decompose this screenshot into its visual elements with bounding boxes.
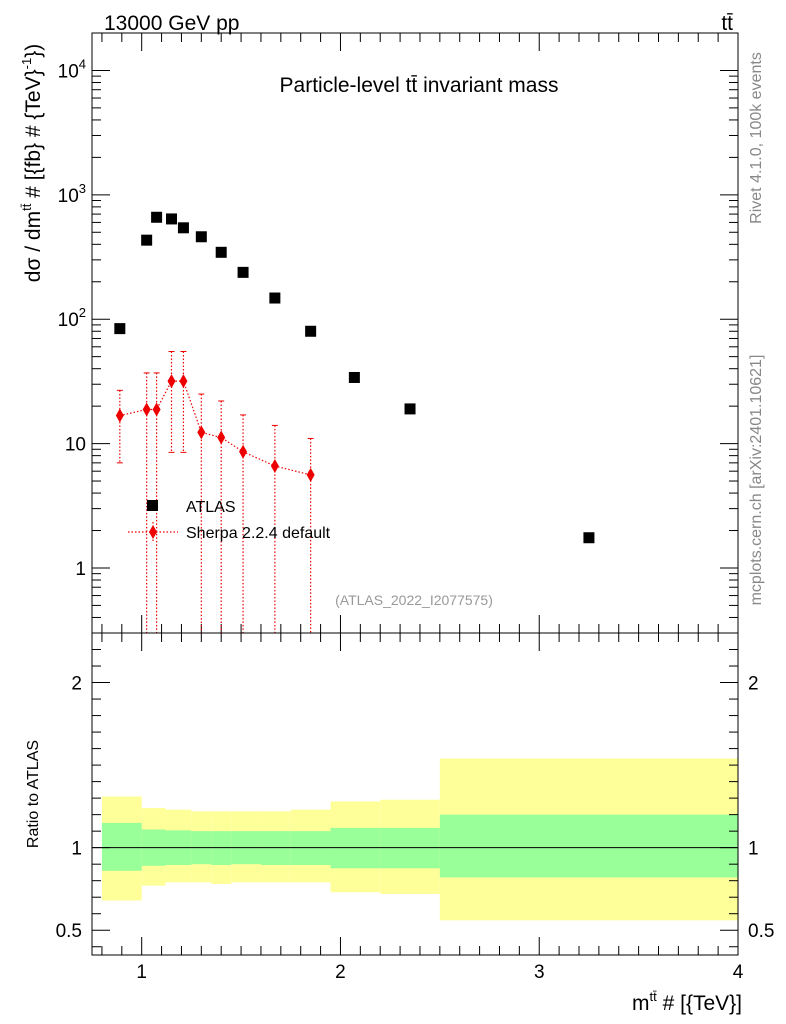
main-y-axis-label-sup-exp: -1 xyxy=(19,58,34,70)
sherpa-point xyxy=(239,444,248,459)
main-y-axis-label-rest: # [{fb} # {TeV} xyxy=(22,69,45,203)
ratio-band-stat-bin xyxy=(101,822,142,871)
atlas-point xyxy=(114,323,126,335)
legend-atlas-marker xyxy=(147,500,158,511)
legend-atlas-label: ATLAS xyxy=(186,499,236,516)
sherpa-point xyxy=(306,467,315,482)
main-series xyxy=(114,211,595,633)
ratio-x-ticks: 1 2 3 4 xyxy=(101,633,744,983)
atlas-point xyxy=(583,532,595,544)
ratio-bands xyxy=(101,758,738,921)
ratio-x-tick-label: 2 xyxy=(335,962,346,983)
ratio-y-ticks: 0.5 0.5 1 1 2 2 xyxy=(56,649,774,948)
ratio-x-tick-label: 4 xyxy=(733,962,744,983)
main-y-ticks: 1 10 102 103 104 xyxy=(58,32,738,634)
atlas-point xyxy=(215,246,227,258)
atlas-point xyxy=(195,231,207,243)
atlas-point xyxy=(177,222,189,234)
ratio-plot: 0.5 0.5 1 1 2 2 1 2 3 4 Ratio to ATLAS mtt̄ # [{… xyxy=(25,632,774,1015)
sherpa-point xyxy=(167,374,176,389)
sherpa-point xyxy=(152,402,161,417)
x-axis-label-main: m xyxy=(632,992,650,1015)
ratio-x-tick-label: 3 xyxy=(534,962,545,983)
sherpa-line xyxy=(119,380,311,476)
main-y-axis-label: dσ / dmtt̄ # [{fb} # {TeV}-1}) xyxy=(19,44,45,282)
ratio-y-tick-label: 2 xyxy=(71,674,82,695)
atlas-point xyxy=(166,213,178,225)
sherpa-point xyxy=(179,374,188,389)
main-y-tick-label: 10 xyxy=(65,435,86,456)
main-y-axis-label-bracket: } xyxy=(22,51,45,58)
atlas-point xyxy=(237,266,249,278)
x-axis-label-sup: tt̄ xyxy=(650,989,658,1004)
ratio-y-axis-label: Ratio to ATLAS xyxy=(25,740,42,848)
x-axis-label-rest: # [{TeV}] xyxy=(657,992,742,1015)
main-x-ticks xyxy=(101,33,739,633)
legend-sherpa-marker xyxy=(149,525,157,539)
x-axis-label: mtt̄ # [{TeV}] xyxy=(632,989,742,1015)
atlas-point xyxy=(348,371,360,383)
sherpa-point xyxy=(197,425,206,440)
main-plot-frame xyxy=(91,32,739,634)
main-y-axis-label-sup: tt̄ xyxy=(19,203,34,211)
legend-sherpa-label: Sherpa 2.2.4 default xyxy=(186,525,331,542)
sherpa-point xyxy=(217,430,226,445)
main-y-tick-label: 103 xyxy=(58,181,86,207)
ratio-y-tick-label-right: 2 xyxy=(748,674,759,695)
header-energy-label: 13000 GeV pp xyxy=(104,12,239,35)
analysis-label: (ATLAS_2022_I2077575) xyxy=(335,592,493,608)
atlas-point xyxy=(305,325,317,337)
header-process-label: tt̄ xyxy=(721,12,733,35)
atlas-point xyxy=(151,211,163,223)
atlas-point xyxy=(141,234,153,246)
sherpa-point xyxy=(270,459,279,474)
ratio-y-tick-label: 1 xyxy=(71,839,82,860)
ratio-y-tick-label: 0.5 xyxy=(56,921,82,942)
atlas-point xyxy=(269,292,281,304)
main-y-tick-label: 1 xyxy=(75,559,86,580)
atlas-point xyxy=(404,403,416,415)
ratio-y-tick-label-right: 1 xyxy=(748,839,759,860)
ratio-band-stat-bin xyxy=(439,814,738,878)
legend: ATLAS Sherpa 2.2.4 default xyxy=(128,499,331,542)
main-y-axis-label-main: dσ / dm xyxy=(22,211,45,282)
main-y-axis-label-end: ) xyxy=(22,44,45,51)
plot-title: Particle-level tt̄ invariant mass xyxy=(280,74,559,97)
main-plot: 1 10 102 103 104 Particle-level tt̄ invarian… xyxy=(19,32,739,634)
ratio-y-tick-label-right: 0.5 xyxy=(748,921,774,942)
main-y-tick-label: 104 xyxy=(58,56,86,82)
sherpa-point xyxy=(142,402,151,417)
ratio-x-tick-label: 1 xyxy=(136,962,147,983)
mcplots-label: mcplots.cern.ch [arXiv:2401.10621] xyxy=(748,355,765,606)
rivet-version-label: Rivet 4.1.0, 100k events xyxy=(748,52,765,224)
sherpa-point xyxy=(115,408,124,423)
main-y-tick-label: 102 xyxy=(58,305,86,331)
ratio-plot-frame xyxy=(91,632,739,956)
